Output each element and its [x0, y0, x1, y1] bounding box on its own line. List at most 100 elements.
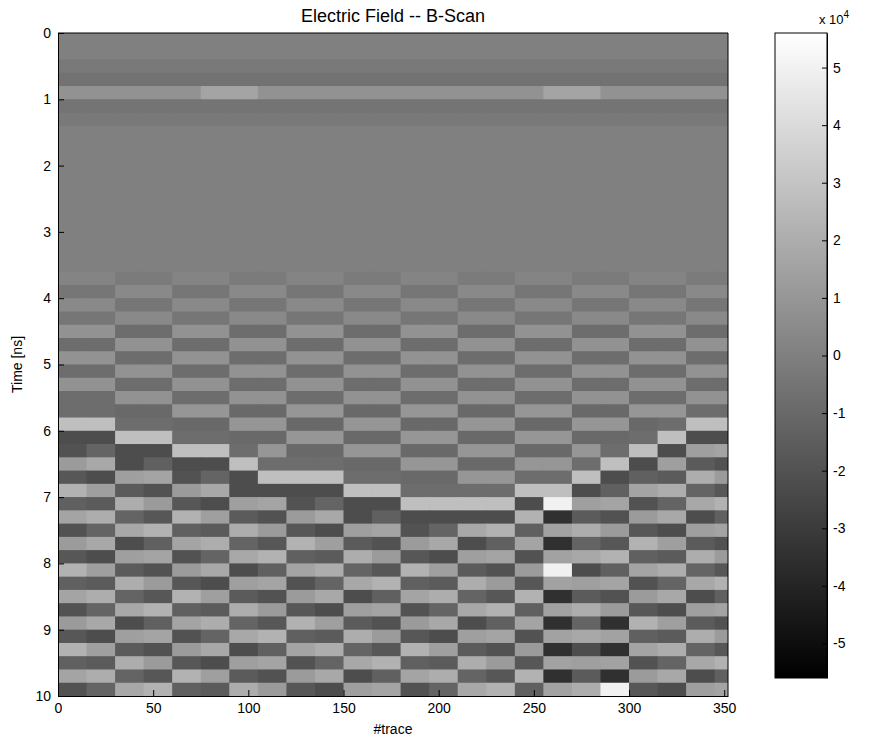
heatmap-cell	[600, 86, 629, 100]
heatmap-cell	[144, 139, 173, 153]
heatmap-cell	[258, 537, 287, 551]
heatmap-cell	[258, 219, 287, 233]
heatmap-cell	[229, 457, 258, 471]
heatmap-cell	[115, 630, 144, 644]
heatmap-cell	[572, 444, 601, 458]
heatmap-cell	[658, 510, 687, 524]
heatmap-cell	[486, 311, 515, 325]
heatmap-cell	[458, 205, 487, 219]
heatmap-cell	[87, 46, 116, 60]
heatmap-cell	[258, 338, 287, 352]
heatmap-cell	[58, 683, 87, 696]
heatmap-cell	[315, 630, 344, 644]
x-tick-mark	[344, 690, 345, 696]
heatmap-cell	[58, 258, 87, 272]
heatmap-cell	[201, 391, 230, 405]
colorbar-tick-label: 2	[833, 232, 841, 248]
heatmap-cell	[686, 550, 715, 564]
heatmap-cell	[372, 643, 401, 657]
heatmap-cell	[172, 113, 201, 127]
heatmap-cell	[429, 510, 458, 524]
heatmap-cell	[600, 351, 629, 365]
heatmap-cell	[629, 298, 658, 312]
heatmap-cell	[458, 365, 487, 379]
heatmap-cell	[286, 245, 315, 259]
heatmap-cell	[315, 378, 344, 392]
heatmap-cell	[715, 550, 728, 564]
heatmap-cell	[572, 404, 601, 418]
heatmap-cell	[344, 616, 373, 630]
heatmap-cell	[229, 497, 258, 511]
heatmap-cell	[515, 73, 544, 87]
heatmap-cell	[686, 537, 715, 551]
heatmap-cell	[58, 471, 87, 485]
heatmap-cell	[600, 285, 629, 299]
heatmap-cell	[629, 577, 658, 591]
heatmap-cell	[344, 484, 373, 498]
plot-frame	[728, 33, 729, 696]
heatmap-cell	[543, 99, 572, 113]
colorbar-tick: 4	[822, 117, 841, 133]
heatmap-cell	[515, 245, 544, 259]
heatmap-cell	[58, 126, 87, 140]
heatmap-cell	[258, 643, 287, 657]
heatmap-cell	[543, 630, 572, 644]
heatmap-cell	[258, 577, 287, 591]
y-tick-label: 2	[43, 158, 51, 174]
heatmap-cell	[629, 258, 658, 272]
heatmap-cell	[229, 431, 258, 445]
heatmap-cell	[572, 192, 601, 206]
heatmap-cell	[486, 33, 515, 47]
colorbar-tick-label: 5	[833, 60, 841, 76]
heatmap-cell	[286, 139, 315, 153]
heatmap-cell	[658, 643, 687, 657]
heatmap-cell	[515, 60, 544, 74]
heatmap-cell	[286, 73, 315, 87]
colorbar-tick-mark	[822, 298, 827, 299]
heatmap-cell	[315, 60, 344, 74]
heatmap-cell	[486, 497, 515, 511]
heatmap-cell	[658, 616, 687, 630]
heatmap-cell	[286, 86, 315, 100]
heatmap-cell	[58, 285, 87, 299]
heatmap-cell	[686, 590, 715, 604]
heatmap-cell	[715, 444, 728, 458]
heatmap-cell	[58, 484, 87, 498]
heatmap-cell	[715, 391, 728, 405]
heatmap-cell	[515, 298, 544, 312]
heatmap-cell	[115, 418, 144, 432]
heatmap-cell	[115, 590, 144, 604]
heatmap-cell	[515, 325, 544, 339]
heatmap-cell	[429, 444, 458, 458]
heatmap-cell	[144, 497, 173, 511]
x-tick: 100	[237, 690, 261, 716]
colorbar-tick-mark	[822, 125, 827, 126]
heatmap-cell	[115, 166, 144, 180]
heatmap-cell	[629, 683, 658, 696]
heatmap-cell	[229, 365, 258, 379]
heatmap-cell	[58, 550, 87, 564]
heatmap-cell	[144, 311, 173, 325]
heatmap-cell	[686, 192, 715, 206]
heatmap-cell	[258, 457, 287, 471]
heatmap-cell	[286, 365, 315, 379]
colorbar-tick: 0	[822, 347, 841, 363]
heatmap-cell	[486, 205, 515, 219]
plot-frame	[58, 33, 728, 34]
x-tick-label: 0	[55, 700, 63, 716]
y-tick: 7	[43, 489, 64, 505]
heatmap-cell	[715, 245, 728, 259]
y-tick: 5	[43, 356, 64, 372]
heatmap-cell	[401, 245, 430, 259]
heatmap-cell	[429, 285, 458, 299]
heatmap-cell	[715, 285, 728, 299]
heatmap-cell	[600, 311, 629, 325]
heatmap-cell	[115, 550, 144, 564]
heatmap-cell	[258, 404, 287, 418]
heatmap-cell	[315, 457, 344, 471]
heatmap-cell	[315, 669, 344, 683]
y-tick-mark	[58, 563, 64, 564]
heatmap-cell	[344, 431, 373, 445]
heatmap-cell	[144, 272, 173, 286]
heatmap-cell	[172, 391, 201, 405]
